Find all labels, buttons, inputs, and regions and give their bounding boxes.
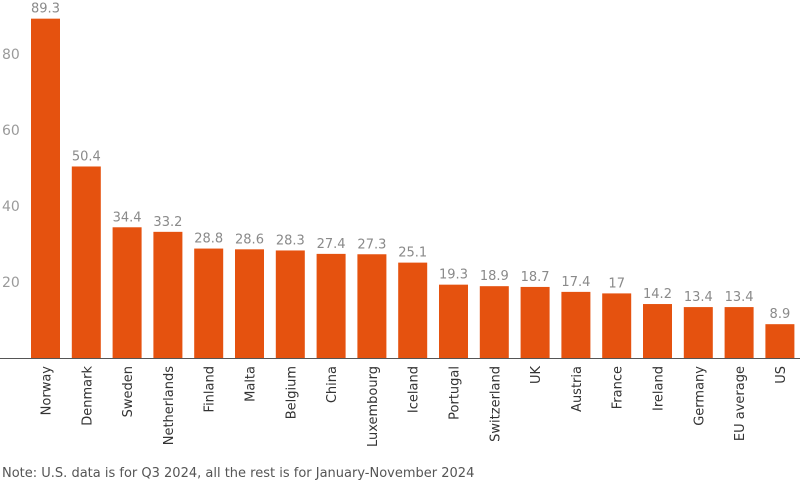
bar bbox=[683, 307, 713, 358]
data-label: 18.7 bbox=[521, 270, 550, 285]
data-label: 17.4 bbox=[561, 275, 590, 290]
data-label: 27.3 bbox=[357, 237, 386, 252]
category-label: Iceland bbox=[407, 366, 422, 413]
data-label: 13.4 bbox=[684, 290, 713, 305]
data-label: 18.9 bbox=[480, 269, 509, 284]
category-label: UK bbox=[529, 366, 544, 385]
bar bbox=[194, 248, 224, 358]
bar bbox=[316, 253, 346, 358]
data-label: 8.9 bbox=[770, 307, 791, 322]
y-tick-label: 40 bbox=[2, 199, 20, 215]
bar bbox=[275, 250, 305, 358]
bar bbox=[153, 231, 183, 358]
bar bbox=[724, 307, 754, 358]
category-label: Switzerland bbox=[488, 366, 503, 442]
bar bbox=[357, 254, 387, 358]
bar bbox=[439, 284, 468, 358]
data-label: 17 bbox=[608, 276, 625, 291]
bar bbox=[643, 304, 672, 358]
bar bbox=[479, 286, 509, 358]
data-label: 28.6 bbox=[235, 232, 264, 247]
category-label: Germany bbox=[692, 366, 707, 426]
category-label: Denmark bbox=[80, 366, 95, 426]
data-label: 89.3 bbox=[31, 2, 60, 17]
bars bbox=[31, 18, 795, 358]
bar bbox=[235, 249, 264, 358]
y-axis: 20 40 60 80 bbox=[2, 47, 20, 291]
category-label: Belgium bbox=[284, 366, 299, 419]
bar bbox=[765, 324, 795, 358]
bar bbox=[71, 166, 101, 358]
category-label: Sweden bbox=[121, 366, 136, 417]
data-label: 13.4 bbox=[725, 290, 754, 305]
data-label: 28.3 bbox=[276, 233, 305, 248]
data-label: 14.2 bbox=[643, 287, 672, 302]
data-label: 50.4 bbox=[72, 149, 101, 164]
category-label: Luxembourg bbox=[366, 366, 381, 447]
bar bbox=[561, 291, 591, 358]
category-label: Finland bbox=[203, 366, 218, 412]
category-label: EU average bbox=[733, 366, 748, 441]
category-label: Austria bbox=[570, 366, 585, 412]
category-label: Malta bbox=[244, 366, 259, 402]
category-label: China bbox=[325, 366, 340, 403]
y-tick-label: 20 bbox=[2, 275, 20, 291]
y-tick-label: 80 bbox=[2, 47, 20, 63]
category-labels: Norway Denmark Sweden Netherlands Finland Mal… bbox=[40, 366, 789, 447]
bar bbox=[520, 286, 550, 358]
bar bbox=[602, 293, 632, 358]
data-label: 28.8 bbox=[194, 232, 223, 247]
category-label: France bbox=[611, 366, 626, 409]
data-label: 19.3 bbox=[439, 268, 468, 283]
category-label: Ireland bbox=[652, 366, 667, 411]
category-label: Portugal bbox=[448, 366, 463, 420]
data-label: 34.4 bbox=[113, 210, 142, 225]
data-labels: 89.3 50.4 34.4 33.2 28.8 28.6 28.3 27.4 27.3 25.1… bbox=[31, 2, 790, 323]
category-label: Norway bbox=[40, 366, 55, 416]
y-tick-label: 60 bbox=[2, 123, 20, 139]
data-label: 27.4 bbox=[317, 237, 346, 252]
category-label: US bbox=[774, 366, 789, 384]
data-label: 25.1 bbox=[398, 246, 427, 261]
bar bbox=[112, 227, 142, 358]
bar bbox=[31, 18, 60, 358]
bar bbox=[398, 262, 428, 358]
data-label: 33.2 bbox=[153, 215, 182, 230]
footnote: Note: U.S. data is for Q3 2024, all the … bbox=[2, 466, 475, 481]
category-label: Netherlands bbox=[162, 366, 177, 445]
